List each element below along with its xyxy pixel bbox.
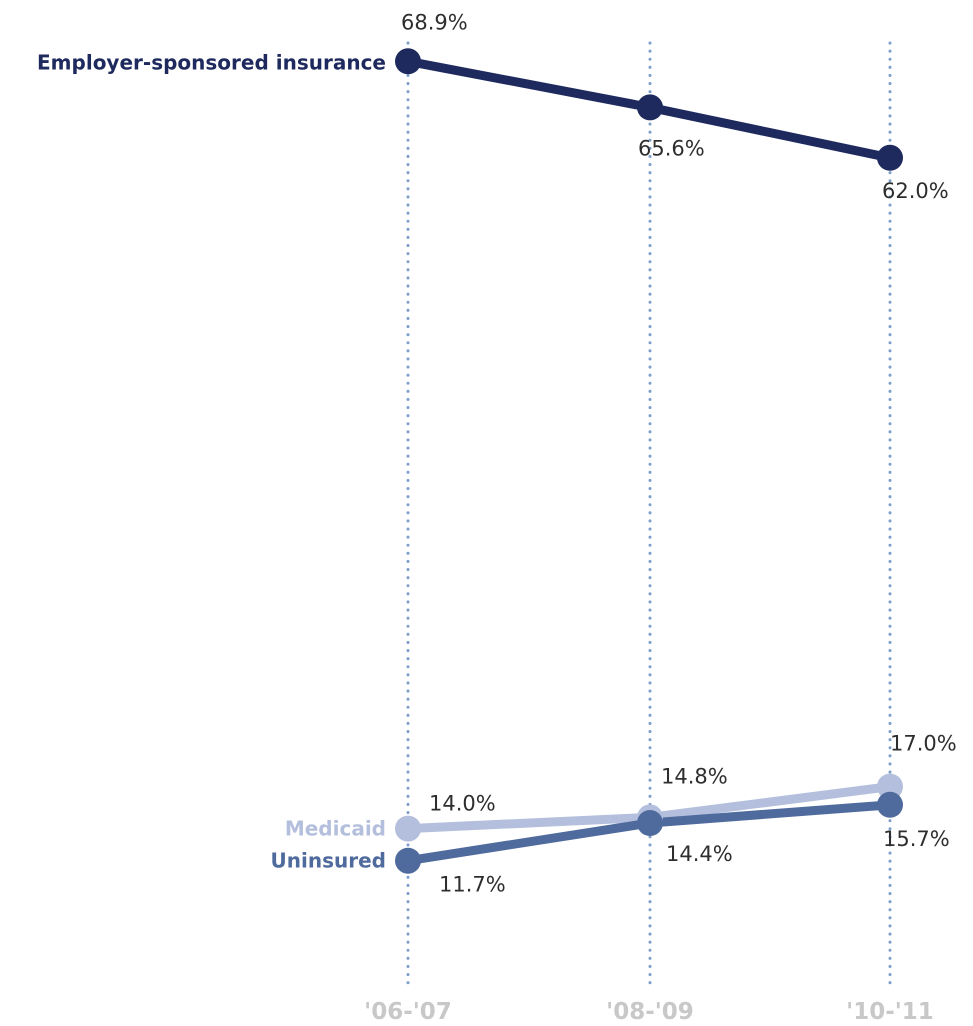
data-point (395, 815, 421, 842)
series-names: Employer-sponsored insurance Medicaid Unin… (37, 50, 386, 872)
data-label: 14.4% (666, 842, 733, 866)
data-point (637, 810, 663, 836)
series-name: Medicaid (285, 817, 386, 841)
data-point (877, 791, 903, 818)
data-label: 62.0% (882, 179, 949, 203)
data-point (877, 144, 903, 171)
series-points (395, 48, 903, 874)
data-label: 11.7% (439, 873, 506, 897)
data-point (637, 94, 663, 121)
data-label: 14.8% (661, 764, 728, 788)
series-name: Employer-sponsored insurance (37, 50, 386, 74)
data-label: 14.0% (429, 792, 496, 816)
data-point (395, 847, 421, 874)
x-tick-label: '08-'09 (606, 999, 694, 1025)
data-labels: 68.9% 65.6% 62.0% 14.0% 14.8% 17.0% 11.7% 14.4%… (401, 10, 957, 896)
data-label: 15.7% (883, 827, 950, 851)
data-point (877, 773, 903, 800)
data-label: 17.0% (890, 732, 957, 756)
x-tick-label: '06-'07 (364, 999, 452, 1025)
x-tick-label: '10-'11 (846, 999, 934, 1025)
data-label: 68.9% (401, 10, 468, 34)
series-name: Uninsured (271, 849, 386, 873)
data-point (395, 48, 421, 75)
data-label: 65.6% (638, 136, 705, 160)
x-axis-ticks: '06-'07 '08-'09 '10-'11 (364, 999, 934, 1025)
